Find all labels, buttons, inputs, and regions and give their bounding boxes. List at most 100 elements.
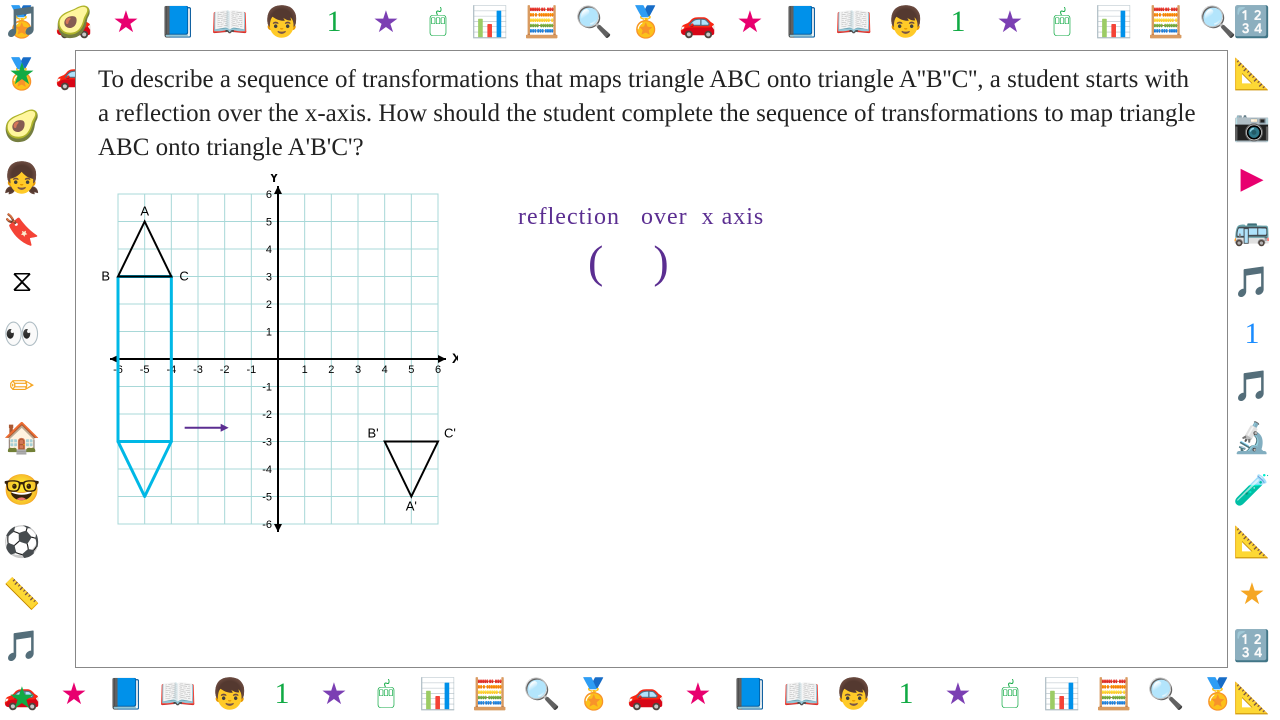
border-icon: 🔢 xyxy=(1230,624,1274,668)
border-icon: 🔖 xyxy=(0,208,44,252)
svg-text:B: B xyxy=(101,269,110,284)
border-icon: ★ xyxy=(0,676,44,720)
handwritten-notes: reflection over x axis () xyxy=(518,204,764,544)
border-icon: ★ xyxy=(312,672,356,716)
border-icon: 🧮 xyxy=(468,672,512,716)
border-icon: 📘 xyxy=(780,0,824,44)
border-icon: 🖱 xyxy=(1040,0,1084,44)
svg-text:-6: -6 xyxy=(262,519,272,531)
border-icon: ★ xyxy=(1230,572,1274,616)
border-icon: 🤓 xyxy=(0,468,44,512)
svg-text:-5: -5 xyxy=(140,364,150,376)
svg-text:4: 4 xyxy=(382,364,388,376)
border-icon: 📘 xyxy=(156,0,200,44)
svg-text:6: 6 xyxy=(266,189,272,201)
svg-text:2: 2 xyxy=(328,364,334,376)
svg-text:3: 3 xyxy=(266,272,272,284)
border-icon: 🔬 xyxy=(1230,416,1274,460)
border-icon: 📐 xyxy=(1230,676,1274,720)
svg-text:2: 2 xyxy=(266,299,272,311)
border-icon: 🏅 xyxy=(572,672,616,716)
border-icon: 👦 xyxy=(884,0,928,44)
svg-text:A': A' xyxy=(406,499,417,514)
border-icon: ★ xyxy=(364,0,408,44)
svg-text:3: 3 xyxy=(355,364,361,376)
border-icon: 🧪 xyxy=(1230,468,1274,512)
border-icon: 🥑 xyxy=(0,104,44,148)
border-icon: 📐 xyxy=(1230,52,1274,96)
handwriting-line1: reflection over x axis xyxy=(518,204,764,231)
border-icon: ⧖ xyxy=(0,260,44,304)
border-icon: 🚗 xyxy=(624,672,668,716)
border-icon: 🔍 xyxy=(572,0,616,44)
border-icon: 🎵 xyxy=(1230,364,1274,408)
border-icon: 👦 xyxy=(832,672,876,716)
border-icon: 1 xyxy=(260,672,304,716)
svg-text:5: 5 xyxy=(266,217,272,229)
border-icon: 📖 xyxy=(832,0,876,44)
svg-text:-5: -5 xyxy=(262,492,272,504)
svg-text:-2: -2 xyxy=(262,409,272,421)
border-icon: 📊 xyxy=(1040,672,1084,716)
border-icon: 🚗 xyxy=(676,0,720,44)
svg-text:-3: -3 xyxy=(193,364,203,376)
svg-text:4: 4 xyxy=(266,244,272,256)
border-icon: 📐 xyxy=(1230,520,1274,564)
svg-text:1: 1 xyxy=(266,327,272,339)
border-icon: 📘 xyxy=(104,672,148,716)
border-icon: 🖱 xyxy=(364,672,408,716)
border-icon: 📊 xyxy=(416,672,460,716)
border-icon: 🧮 xyxy=(520,0,564,44)
border-icon: 🏅 xyxy=(624,0,668,44)
border-icon: 🥑 xyxy=(52,0,96,44)
border-icon: ★ xyxy=(988,0,1032,44)
svg-text:5: 5 xyxy=(408,364,414,376)
border-icon: ★ xyxy=(728,0,772,44)
border-icon: 👀 xyxy=(0,312,44,356)
border-icon: 🖱 xyxy=(988,672,1032,716)
svg-text:6: 6 xyxy=(435,364,441,376)
border-icon: ✏ xyxy=(0,364,44,408)
border-icon: 📊 xyxy=(1092,0,1136,44)
border-icon: 🔢 xyxy=(1230,0,1274,44)
border-icon: 1 xyxy=(1230,312,1274,356)
svg-text:-2: -2 xyxy=(220,364,230,376)
border-icon: 📖 xyxy=(156,672,200,716)
content-panel: To describe a sequence of transformation… xyxy=(75,50,1228,668)
border-icon: ★ xyxy=(676,672,720,716)
work-area: XY-6-5-4-3-2-1123456-6-5-4-3-2-1123456AB… xyxy=(98,174,1205,544)
svg-text:-4: -4 xyxy=(262,464,272,476)
svg-text:A: A xyxy=(140,204,149,219)
border-icon: ▶ xyxy=(1230,156,1274,200)
border-icon: 📖 xyxy=(208,0,252,44)
svg-text:B': B' xyxy=(368,426,379,441)
svg-text:Y: Y xyxy=(269,174,279,185)
svg-text:-1: -1 xyxy=(246,364,256,376)
svg-text:-3: -3 xyxy=(262,437,272,449)
border-icon: 1 xyxy=(884,672,928,716)
border-icon: 📖 xyxy=(780,672,824,716)
border-icon: 📏 xyxy=(0,572,44,616)
svg-text:C': C' xyxy=(444,426,456,441)
border-icon: ⚽ xyxy=(0,520,44,564)
border-icon: 👦 xyxy=(260,0,304,44)
border-icon: 🧮 xyxy=(1092,672,1136,716)
border-icon: 🎵 xyxy=(1230,260,1274,304)
border-icon: 🔍 xyxy=(520,672,564,716)
border-icon: ★ xyxy=(0,52,44,96)
border-icon: 🧮 xyxy=(1144,0,1188,44)
svg-text:-1: -1 xyxy=(262,382,272,394)
border-icon: 📷 xyxy=(1230,104,1274,148)
border-icon: 📘 xyxy=(728,672,772,716)
border-icon: 1 xyxy=(312,0,356,44)
border-icon: 🏠 xyxy=(0,416,44,460)
border-icon: 1 xyxy=(936,0,980,44)
handwriting-parentheses: () xyxy=(588,235,764,288)
question-text: To describe a sequence of transformation… xyxy=(98,63,1205,164)
border-icon: 🖱 xyxy=(416,0,460,44)
border-icon: ★ xyxy=(104,0,148,44)
border-icon: 📊 xyxy=(468,0,512,44)
svg-text:X: X xyxy=(452,350,458,366)
border-icon: 🎵 xyxy=(0,0,44,44)
border-icon: 👦 xyxy=(208,672,252,716)
